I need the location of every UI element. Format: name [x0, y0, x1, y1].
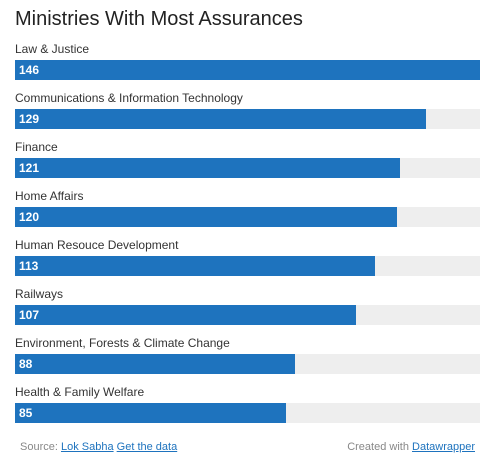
category-label: Environment, Forests & Climate Change	[15, 336, 230, 350]
bar-row: Human Resouce Development 113	[15, 234, 480, 283]
bar-track: 129	[15, 109, 480, 129]
bar-row: Environment, Forests & Climate Change 88	[15, 332, 480, 381]
bar-track: 88	[15, 354, 480, 374]
bar-row: Communications & Information Technology 1…	[15, 87, 480, 136]
bar-track: 146	[15, 60, 480, 80]
bar-value-label: 107	[19, 308, 40, 322]
category-label: Health & Family Welfare	[15, 385, 145, 399]
source-prefix: Source:	[20, 441, 58, 453]
category-label: Railways	[15, 287, 64, 301]
bar-value-label: 120	[19, 210, 40, 224]
source-link[interactable]: Lok Sabha	[60, 441, 114, 453]
category-label: Home Affairs	[15, 189, 84, 203]
credit-prefix: Created with	[347, 441, 409, 453]
bar-row: Finance 121	[15, 136, 480, 185]
bar	[15, 403, 286, 423]
bar	[15, 256, 375, 276]
bar-row: Railways 107	[15, 283, 480, 332]
bar-track: 107	[15, 305, 480, 325]
bar	[15, 158, 400, 178]
bar-track: 85	[15, 403, 480, 423]
bar	[15, 305, 356, 325]
bar	[15, 109, 426, 129]
category-label: Communications & Information Technology	[15, 91, 243, 105]
bar-track: 113	[15, 256, 480, 276]
credit-line: Created with Datawrapper	[347, 440, 475, 454]
bar-value-label: 113	[19, 259, 39, 273]
source-line: Source: Lok Sabha Get the data	[20, 440, 177, 454]
category-label: Human Resouce Development	[15, 238, 179, 252]
bar-track: 121	[15, 158, 480, 178]
category-label: Law & Justice	[15, 42, 90, 56]
bar-value-label: 129	[19, 112, 40, 126]
bar-track: 120	[15, 207, 480, 227]
bar-value-label: 146	[19, 63, 40, 77]
bar	[15, 354, 295, 374]
bar-value-label: 88	[19, 357, 33, 371]
category-label: Finance	[15, 140, 58, 154]
get-data-link[interactable]: Get the data	[116, 441, 178, 453]
bar-row: Health & Family Welfare 85	[15, 381, 480, 430]
chart-title: Ministries With Most Assurances	[15, 8, 303, 30]
bar	[15, 207, 397, 227]
bar-rows: Law & Justice 146 Communications & Informa…	[15, 38, 480, 430]
chart-footer: Source: Lok Sabha Get the data Created w…	[20, 440, 475, 454]
bar-value-label: 121	[19, 161, 40, 175]
bar-row: Home Affairs 120	[15, 185, 480, 234]
bar-row: Law & Justice 146	[15, 38, 480, 87]
bar-value-label: 85	[19, 406, 33, 420]
bar	[15, 60, 480, 80]
datawrapper-link[interactable]: Datawrapper	[412, 441, 475, 453]
